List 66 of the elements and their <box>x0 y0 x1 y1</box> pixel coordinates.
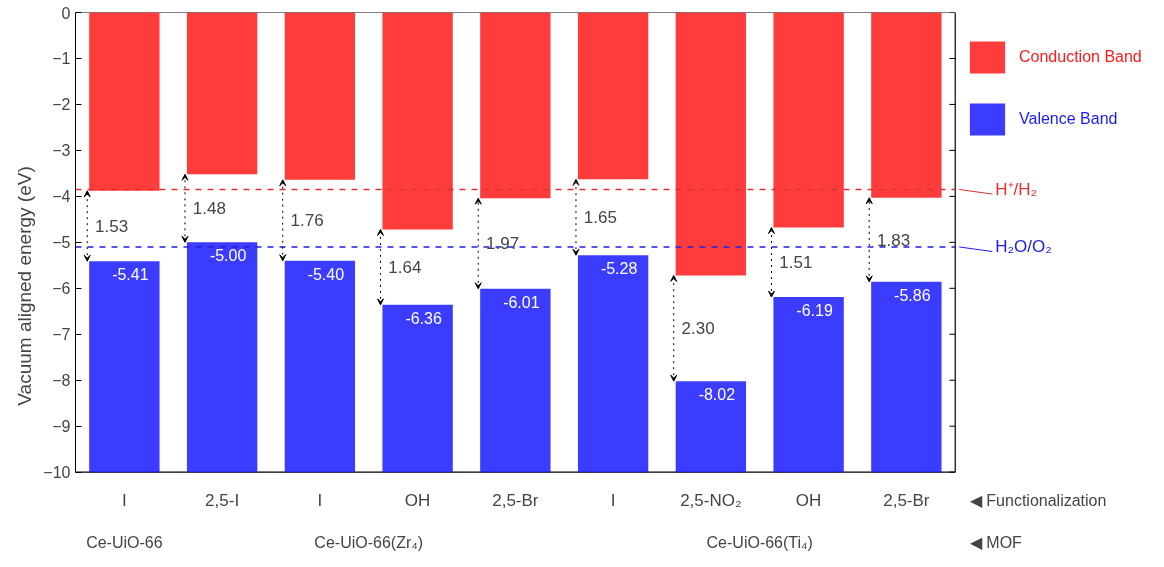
x-tick-label: I <box>122 490 127 510</box>
bar <box>871 281 942 473</box>
x-tick-label: OH <box>795 490 822 510</box>
data-label: -6.36 <box>405 309 442 327</box>
ref-line-label: H₂O/O₂ <box>995 237 1052 257</box>
x-tick-label: I <box>610 490 616 510</box>
data-label: -6.19 <box>796 302 833 320</box>
annotation: 1.51 <box>779 253 813 273</box>
y-tick-label: −1 <box>52 50 71 68</box>
text: Ce-UiO-66(Zr₄) <box>314 533 424 551</box>
text: ◀ MOF <box>969 533 1023 551</box>
data-label: -5.41 <box>112 266 149 284</box>
text: Ce-UiO-66 <box>86 533 163 551</box>
y-tick-label: −4 <box>52 188 71 206</box>
x-tick-label: 2,5-NO₂ <box>680 490 742 510</box>
y-tick-label: −7 <box>52 326 71 344</box>
x-tick-label: 2,5-Br <box>883 490 930 510</box>
y-tick-label: −10 <box>43 464 71 482</box>
bar <box>186 12 258 175</box>
y-tick-label: −9 <box>52 418 71 436</box>
data-label: -8.02 <box>698 386 736 404</box>
annotation: 1.83 <box>877 230 911 250</box>
bar <box>577 12 649 180</box>
bar <box>773 297 844 473</box>
y-axis-title: Vacuum aligned energy (eV) <box>14 166 36 406</box>
bar <box>186 242 258 473</box>
bar <box>675 381 747 473</box>
y-tick-label: −8 <box>52 372 71 390</box>
text: ◀ Functionalization <box>969 491 1107 509</box>
legend-label: Conduction Band <box>1019 47 1142 67</box>
x-tick-label: 2,5-Br <box>492 490 539 510</box>
annotation: 1.97 <box>486 234 520 254</box>
bar <box>577 255 649 473</box>
bar <box>382 304 453 473</box>
bar <box>871 12 942 198</box>
bar <box>675 12 747 276</box>
text: Ce-UiO-66(Ti₄) <box>706 533 813 551</box>
y-tick-label: −2 <box>52 96 71 114</box>
annotation: 1.64 <box>388 258 422 278</box>
data-label: -5.00 <box>209 247 247 265</box>
annotation: 1.65 <box>583 208 617 228</box>
annotation: 2.30 <box>681 319 715 339</box>
annotation: 1.76 <box>290 211 324 231</box>
legend-label: Valence Band <box>1019 109 1118 129</box>
y-tick-label: −6 <box>52 280 71 298</box>
bar <box>284 12 356 180</box>
data-label: -5.40 <box>307 265 345 283</box>
bar <box>89 12 160 191</box>
x-tick-label: 2,5-I <box>205 490 240 510</box>
data-label: -5.28 <box>600 260 638 278</box>
bar <box>480 288 551 473</box>
bar <box>382 12 453 230</box>
y-tick-label: −3 <box>52 142 71 160</box>
annotation: 1.53 <box>95 217 129 237</box>
x-tick-label: OH <box>404 490 431 510</box>
bar <box>284 260 356 473</box>
bar <box>773 12 844 228</box>
bar <box>480 12 551 199</box>
y-tick-label: 0 <box>61 4 71 22</box>
y-tick-label: −5 <box>52 234 71 252</box>
data-label: -5.86 <box>894 286 931 304</box>
bar <box>89 261 160 473</box>
x-tick-label: I <box>317 490 323 510</box>
data-label: -6.01 <box>503 293 540 311</box>
ref-line-label: H⁺/H₂ <box>995 179 1038 199</box>
annotation: 1.48 <box>192 199 226 219</box>
